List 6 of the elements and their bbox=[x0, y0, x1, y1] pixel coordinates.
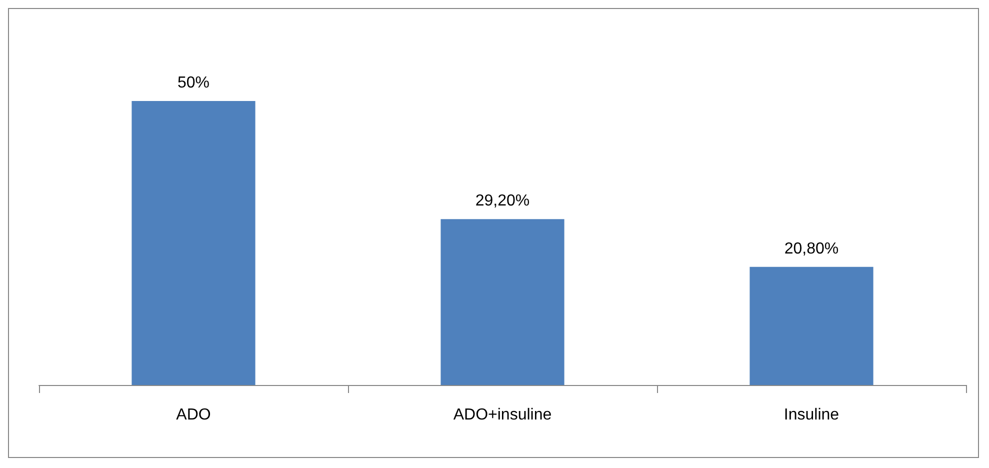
data-label: 50% bbox=[177, 74, 210, 92]
x-tick-label: ADO bbox=[176, 406, 211, 424]
x-tick-label: ADO+insuline bbox=[453, 406, 552, 424]
data-label: 20,80% bbox=[784, 240, 839, 258]
x-tick-label: Insuline bbox=[784, 406, 840, 424]
data-label: 29,20% bbox=[475, 192, 530, 210]
